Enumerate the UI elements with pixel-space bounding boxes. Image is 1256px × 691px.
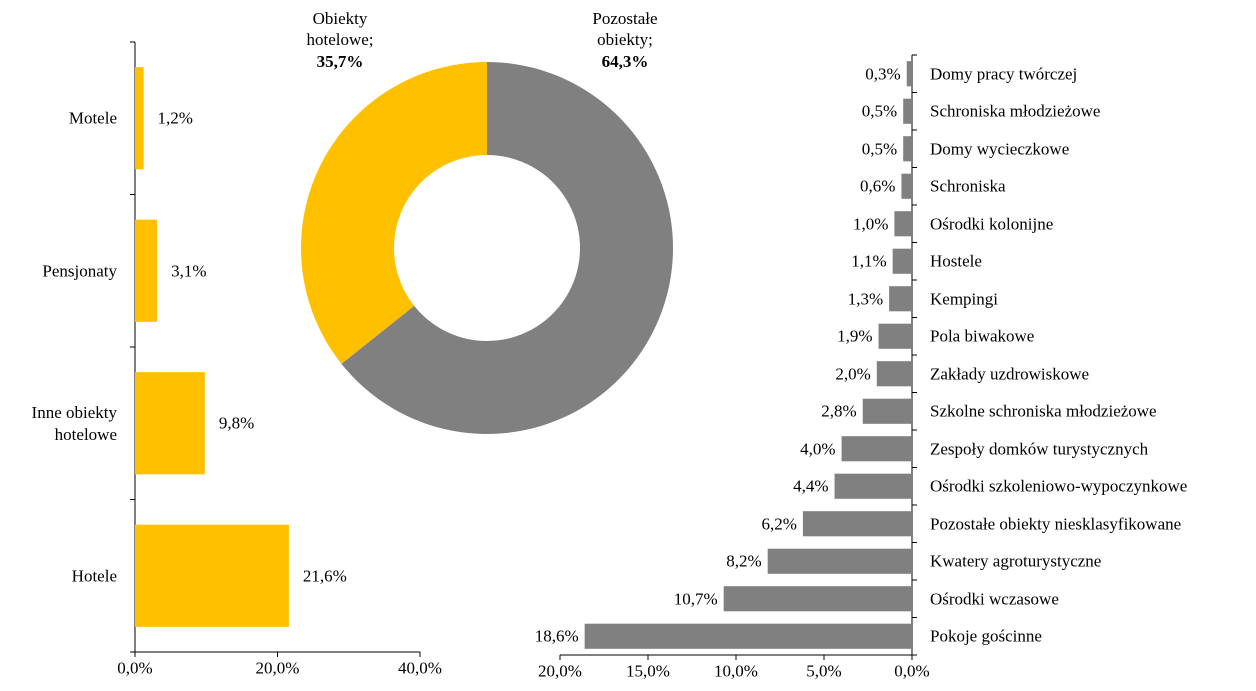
bar [135,372,205,475]
bar [802,511,912,537]
category-label: Domy wycieczkowe [930,139,1070,159]
value-label: 1,2% [157,108,193,128]
category-label: Zespoły domków turystycznych [930,439,1149,459]
bar [878,323,912,349]
x-tick-label: 0,0% [894,661,930,681]
bar [862,398,912,424]
x-tick-label: 0,0% [117,658,153,678]
x-tick-label: 40,0% [398,658,442,678]
category-label: Pokoje gościnne [930,626,1042,646]
category-label: Hotele [71,566,117,586]
donut-slice [341,62,674,434]
value-label: 0,3% [865,64,901,84]
value-label: 1,1% [851,251,887,271]
value-label: 0,5% [861,101,898,121]
slice-label: Pozostałe obiekty; [592,9,658,50]
value-label: 9,8% [218,413,255,433]
category-label: Kempingi [930,289,998,309]
category-label: Ośrodki szkoleniowo-wypoczynkowe [930,476,1188,496]
donut-slice [301,62,487,364]
slice-value-label: 35,7% [316,52,364,71]
bar [906,61,912,87]
category-label: Motele [68,108,117,128]
value-label: 1,0% [852,214,889,234]
category-label: Schroniska [930,176,1006,196]
value-label: 10,7% [673,589,718,609]
value-label: 8,2% [726,551,762,571]
x-tick-label: 20,0% [538,661,582,681]
value-label: 21,6% [302,566,347,586]
value-label: 1,9% [837,326,873,346]
bar [903,98,912,124]
value-label: 3,1% [171,261,207,281]
bar [876,361,912,387]
category-label: Zakłady uzdrowiskowe [930,364,1090,384]
value-label: 2,0% [835,364,871,384]
value-label: 18,6% [534,626,579,646]
x-tick-label: 20,0% [255,658,300,678]
bar [903,136,912,162]
category-label: Ośrodki kolonijne [930,214,1054,234]
category-label: Pola biwakowe [930,326,1035,346]
value-label: 0,6% [860,176,896,196]
bar [767,548,912,574]
category-label: Kwatery agroturystyczne [930,551,1102,571]
value-label: 1,3% [847,289,884,309]
value-label: 4,4% [793,476,829,496]
value-label: 6,2% [761,514,797,534]
bar [894,211,912,237]
category-label: Inne obiekty hotelowe [31,403,117,444]
x-tick-label: 15,0% [626,661,670,681]
value-label: 4,0% [800,439,836,459]
bar [892,248,912,274]
value-label: 2,8% [821,401,857,421]
bar [723,586,912,612]
category-label: Szkolne schroniska młodzieżowe [930,401,1157,421]
bar [584,623,912,649]
category-label: Pozostałe obiekty niesklasyfikowane [930,514,1182,534]
value-label: 0,5% [861,139,898,159]
bar [135,524,289,627]
category-label: Hostele [930,251,982,271]
slice-value-label: 64,3% [601,52,649,71]
bar [834,473,912,499]
slice-label: Obiekty hotelowe; [306,9,374,50]
bar [901,173,912,199]
x-tick-label: 10,0% [714,661,758,681]
bar [841,436,912,462]
bar [135,219,158,322]
bar [135,67,144,170]
bar [889,286,912,312]
x-tick-label: 5,0% [806,661,842,681]
category-label: Schroniska młodzieżowe [930,101,1101,121]
category-label: Domy pracy twórczej [930,64,1078,84]
category-label: Ośrodki wczasowe [930,589,1059,609]
category-label: Pensjonaty [42,261,117,281]
